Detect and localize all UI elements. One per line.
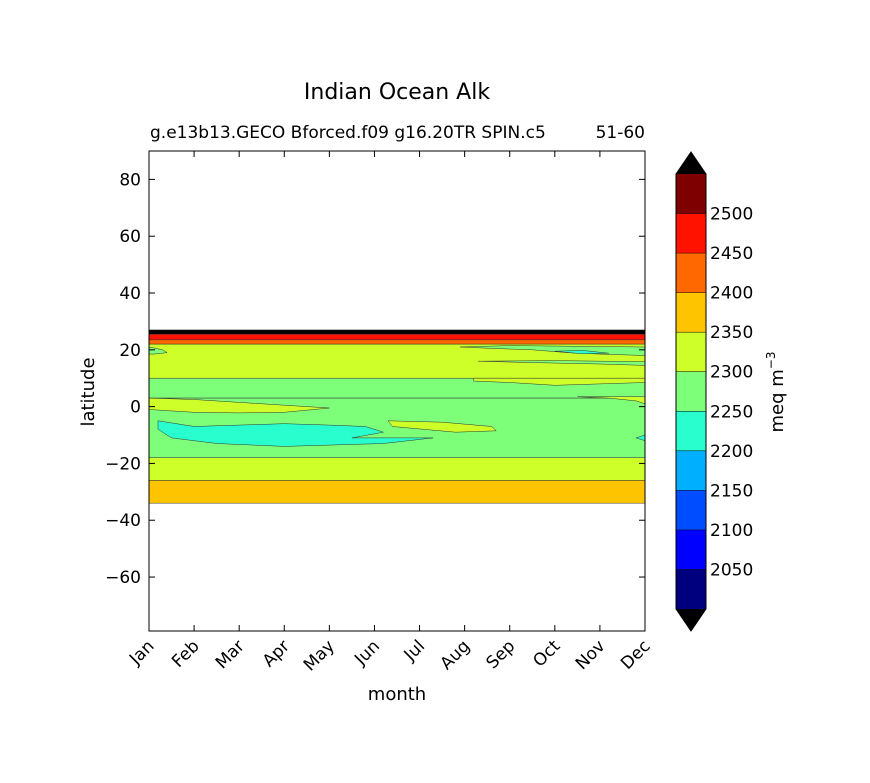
colorbar-extend-low bbox=[676, 609, 706, 631]
colorbar-tick-label: 2500 bbox=[710, 205, 753, 225]
chart-title: Indian Ocean Alk bbox=[304, 80, 490, 105]
colorbar-tick-label: 2200 bbox=[710, 442, 753, 462]
colorbar-segment bbox=[676, 174, 706, 214]
x-axis-label: month bbox=[368, 684, 426, 705]
contour-region bbox=[387, 420, 497, 433]
colorbar-tick-label: 2150 bbox=[710, 481, 753, 501]
colorbar-segment bbox=[676, 371, 706, 412]
colorbar-tick-label: 2450 bbox=[710, 244, 753, 264]
x-tick-label: Jul bbox=[400, 636, 429, 665]
x-tick-label: Aug bbox=[437, 636, 475, 674]
x-tick-label: Jun bbox=[350, 636, 384, 670]
y-axis-label: latitude bbox=[78, 357, 99, 426]
y-tick-label: −40 bbox=[105, 511, 141, 531]
x-tick-label: Oct bbox=[529, 636, 564, 671]
colorbar-tick-label: 2350 bbox=[710, 323, 753, 343]
colorbar: 2050 2100 2150 2200 2250 2300 2350 2400 2450 2500 bbox=[675, 151, 753, 632]
x-tick-label: Mar bbox=[212, 636, 249, 673]
chart-subtitle-period: 51-60 bbox=[596, 123, 645, 143]
contour-region bbox=[577, 396, 645, 405]
y-tick-label: 80 bbox=[119, 170, 141, 190]
x-tick-label: Dec bbox=[617, 636, 654, 673]
colorbar-segment bbox=[676, 529, 706, 570]
colorbar-outline bbox=[675, 151, 707, 632]
contour-band bbox=[149, 333, 645, 341]
colorbar-segment bbox=[676, 253, 706, 293]
x-tick-label: Apr bbox=[259, 636, 294, 671]
contour-region bbox=[149, 397, 330, 414]
y-axis: 80 60 40 20 0 −20 −40 −60 bbox=[105, 170, 645, 588]
colorbar-label: meq m−3 bbox=[764, 352, 788, 433]
plot-frame bbox=[148, 150, 646, 632]
y-tick-label: −20 bbox=[105, 454, 141, 474]
x-tick-label: Jan bbox=[125, 636, 158, 669]
colorbar-tick-label: 2050 bbox=[710, 560, 753, 580]
y-tick-label: 40 bbox=[119, 284, 141, 304]
colorbar-tick-label: 2100 bbox=[710, 521, 753, 541]
chart-subtitle: g.e13b13.GECO Bforced.f09 g16.20TR SPIN.… bbox=[150, 123, 546, 143]
x-tick-label: Nov bbox=[572, 636, 610, 674]
colorbar-tick-label: 2250 bbox=[710, 402, 753, 422]
colorbar-segment bbox=[676, 490, 706, 530]
contour-band bbox=[149, 457, 645, 481]
contour-region bbox=[473, 377, 645, 386]
contour-band bbox=[149, 339, 645, 345]
colorbar-segment bbox=[676, 332, 706, 372]
contour-region bbox=[554, 350, 609, 355]
y-tick-label: 0 bbox=[130, 398, 141, 418]
colorbar-segment bbox=[676, 292, 706, 333]
y-tick-label: 60 bbox=[119, 227, 141, 247]
colorbar-tick-label: 2400 bbox=[710, 284, 753, 304]
colorbar-extend-high bbox=[676, 152, 706, 174]
contour-band bbox=[149, 480, 645, 504]
colorbar-segment bbox=[676, 450, 706, 491]
contour-region bbox=[149, 346, 168, 355]
contour-region bbox=[635, 434, 645, 441]
x-tick-label: Feb bbox=[168, 636, 203, 671]
contour-region bbox=[157, 420, 434, 447]
x-tick-label: Sep bbox=[482, 636, 519, 673]
contour-fill-layer bbox=[149, 329, 645, 504]
y-tick-label: 20 bbox=[119, 341, 141, 361]
x-tick-label: May bbox=[300, 636, 339, 675]
colorbar-tick-label: 2300 bbox=[710, 363, 753, 383]
colorbar-segment bbox=[676, 411, 706, 451]
colorbar-segment bbox=[676, 213, 706, 254]
contour-band bbox=[149, 329, 645, 335]
y-tick-label: −60 bbox=[105, 568, 141, 588]
contour-region bbox=[478, 360, 645, 366]
colorbar-segment bbox=[676, 569, 706, 609]
